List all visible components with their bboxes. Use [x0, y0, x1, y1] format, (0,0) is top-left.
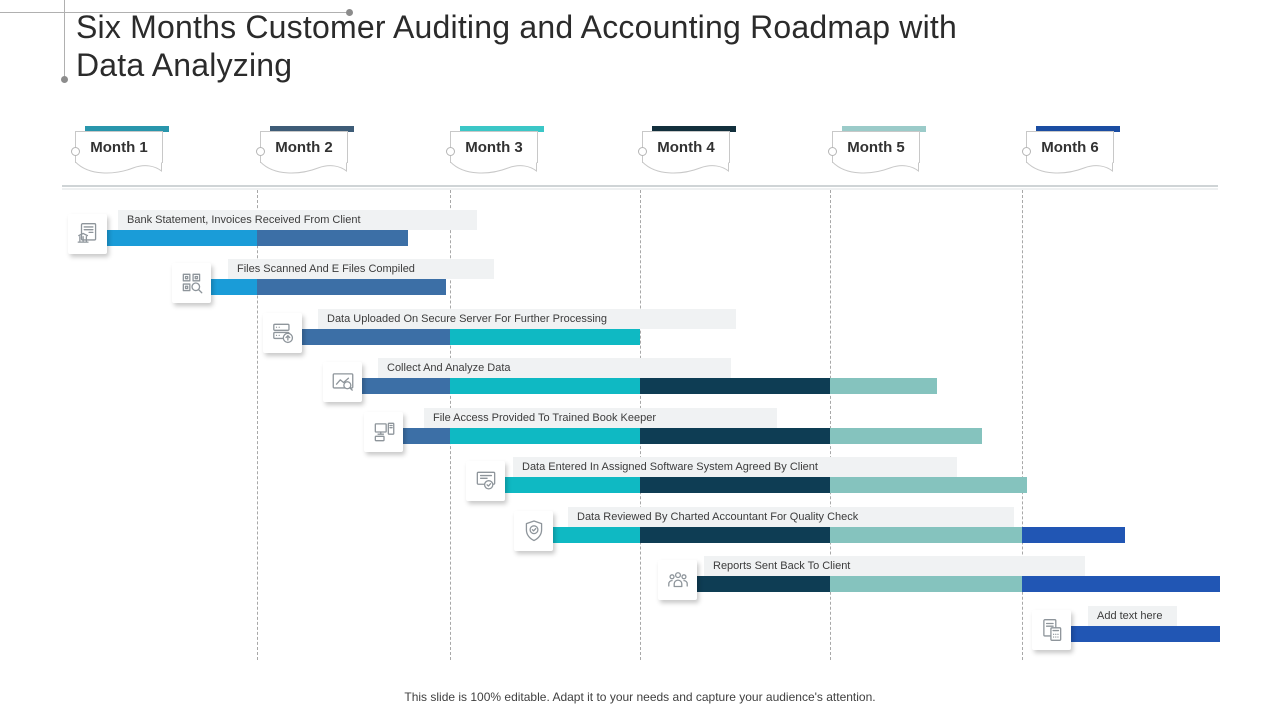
task-bar-segment-teal	[553, 527, 640, 543]
task-bar-segment-steel	[362, 378, 450, 394]
month-tab-5: Month 5	[828, 126, 926, 188]
task-bar-segment-steel	[403, 428, 450, 444]
task-bar-segment-navy	[640, 477, 830, 493]
decoration-line-vertical	[61, 0, 68, 83]
month-accent-bar	[1036, 126, 1120, 132]
task-bar-segment-teal	[450, 378, 640, 394]
shield-check-icon	[525, 520, 542, 542]
task-bar-segment-royal	[1022, 576, 1220, 592]
task-bar-segment-teal	[450, 428, 640, 444]
month-tab-6: Month 6	[1022, 126, 1120, 188]
task-bar-segment-royal	[1022, 527, 1125, 543]
month-accent-bar	[85, 126, 169, 132]
file-scan-icon	[182, 273, 202, 294]
month-flag-wave	[260, 162, 347, 174]
task-icon-box	[1032, 610, 1071, 650]
task-bar-segment-steel	[257, 230, 408, 246]
slide-title-line2: Data Analyzing	[76, 47, 293, 83]
month-flag-wave	[642, 162, 729, 174]
analyze-data-icon	[332, 373, 353, 391]
team-icon	[667, 572, 688, 588]
bank-invoice-icon	[77, 223, 96, 243]
task-label: Data Uploaded On Secure Server For Furth…	[318, 309, 736, 329]
decoration-line-horizontal	[0, 9, 353, 16]
task-label: Data Entered In Assigned Software System…	[513, 457, 957, 477]
task-bar-segment-navy	[640, 527, 830, 543]
month-label: Month 1	[75, 131, 163, 163]
task-bar-segment-seafoam	[830, 576, 1022, 592]
month-tab-2: Month 2	[256, 126, 354, 188]
task-icon-box	[658, 560, 697, 600]
task-label: Data Reviewed By Charted Accountant For …	[568, 507, 1014, 527]
month-pin-circle	[71, 147, 80, 156]
task-bar-segment-azure	[211, 279, 257, 295]
month-tab-3: Month 3	[446, 126, 544, 188]
month-accent-bar	[270, 126, 354, 132]
month-pin-circle	[446, 147, 455, 156]
month-boundary-gridline-1	[257, 190, 258, 660]
task-bar-segment-navy	[640, 428, 830, 444]
server-upload-icon	[272, 323, 293, 344]
month-tab-4: Month 4	[638, 126, 736, 188]
month-accent-bar	[842, 126, 926, 132]
month-label: Month 6	[1026, 131, 1114, 163]
task-label: Add text here	[1088, 606, 1177, 626]
task-icon-box	[323, 362, 362, 402]
task-bar-segment-seafoam	[830, 477, 1027, 493]
task-icon-box	[364, 412, 403, 452]
month-pin-circle	[828, 147, 837, 156]
task-bar-segment-seafoam	[830, 428, 982, 444]
decoration-dot	[61, 76, 68, 83]
software-entry-icon	[476, 471, 495, 490]
task-bar-segment-steel	[302, 329, 450, 345]
task-icon-box	[263, 313, 302, 353]
task-label: Bank Statement, Invoices Received From C…	[118, 210, 477, 230]
month-label: Month 5	[832, 131, 920, 163]
month-label: Month 3	[450, 131, 538, 163]
task-icon-box	[466, 461, 505, 501]
month-flag-wave	[1026, 162, 1113, 174]
task-icon-box	[514, 511, 553, 551]
month-pin-circle	[638, 147, 647, 156]
month-tab-1: Month 1	[71, 126, 169, 188]
workstation-icon	[374, 422, 394, 442]
month-boundary-gridline-5	[1022, 190, 1023, 660]
task-label: Reports Sent Back To Client	[704, 556, 1085, 576]
slide-footer-note: This slide is 100% editable. Adapt it to…	[404, 690, 876, 704]
month-flag-wave	[450, 162, 537, 174]
month-pin-circle	[256, 147, 265, 156]
month-label: Month 2	[260, 131, 348, 163]
month-flag-wave	[832, 162, 919, 174]
task-icon-box	[172, 263, 211, 303]
decoration-dot	[346, 9, 353, 16]
task-bar-segment-seafoam	[830, 378, 937, 394]
slide-title-line1: Six Months Customer Auditing and Account…	[76, 9, 958, 45]
task-bar-segment-teal	[450, 329, 640, 345]
month-boundary-gridline-4	[830, 190, 831, 660]
task-bar-segment-azure	[107, 230, 257, 246]
timeline-axis	[62, 185, 1218, 190]
task-label: File Access Provided To Trained Book Kee…	[424, 408, 777, 428]
slide-title: Six Months Customer Auditing and Account…	[76, 8, 1096, 84]
task-bar-segment-steel	[257, 279, 446, 295]
task-bar-segment-navy	[640, 378, 830, 394]
task-bar-segment-navy	[697, 576, 830, 592]
month-flag-wave	[75, 162, 162, 174]
task-bar-segment-royal	[1071, 626, 1220, 642]
month-label: Month 4	[642, 131, 730, 163]
task-icon-box	[68, 214, 107, 254]
task-label: Files Scanned And E Files Compiled	[228, 259, 494, 279]
task-bar-segment-seafoam	[830, 527, 1022, 543]
month-accent-bar	[460, 126, 544, 132]
calculator-doc-icon	[1042, 619, 1061, 641]
month-accent-bar	[652, 126, 736, 132]
month-pin-circle	[1022, 147, 1031, 156]
task-label: Collect And Analyze Data	[378, 358, 731, 378]
task-bar-segment-teal	[505, 477, 640, 493]
